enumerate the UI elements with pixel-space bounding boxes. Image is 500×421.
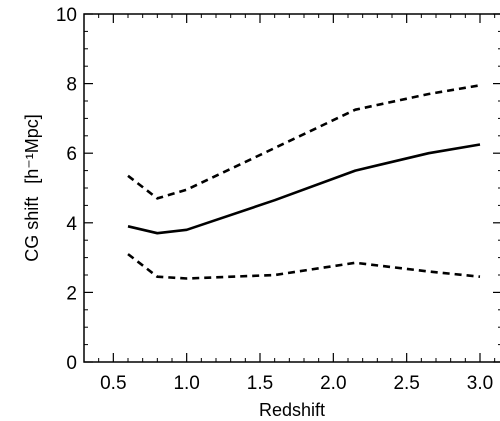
x-tick-label: 2.5 bbox=[393, 373, 419, 394]
y-tick-label: 0 bbox=[66, 353, 77, 374]
y-axis-label-unit: [h⁻¹Mpc] bbox=[22, 114, 42, 184]
x-axis-label: Redshift bbox=[259, 400, 325, 420]
y-tick-label: 6 bbox=[66, 144, 77, 165]
x-tick-label: 0.5 bbox=[100, 373, 126, 394]
series-layer bbox=[127, 84, 481, 280]
plot-frame bbox=[83, 13, 500, 363]
x-tick-label: 2.0 bbox=[320, 373, 346, 394]
y-tick-label: 2 bbox=[66, 283, 77, 304]
solid-series-line bbox=[127, 143, 481, 235]
x-tick-label: 3.0 bbox=[467, 373, 493, 394]
y-tick-label: 10 bbox=[56, 5, 77, 26]
dashed-series-line-1 bbox=[127, 84, 481, 200]
x-axis-ticks: 0.5 1.0 1.5 2.0 2.5 3.0 bbox=[98, 14, 496, 394]
x-tick-label: 1.5 bbox=[247, 373, 273, 394]
x-tick-label: 1.0 bbox=[173, 373, 199, 394]
y-axis-label: CG shift [h⁻¹Mpc] bbox=[22, 114, 42, 262]
y-axis-label-main: CG shift bbox=[22, 197, 42, 262]
y-axis-ticks: 0 2 4 6 8 10 bbox=[56, 5, 500, 374]
dashed-series-line-2 bbox=[127, 253, 481, 280]
y-tick-label: 4 bbox=[66, 214, 77, 235]
y-tick-label: 8 bbox=[66, 75, 77, 96]
